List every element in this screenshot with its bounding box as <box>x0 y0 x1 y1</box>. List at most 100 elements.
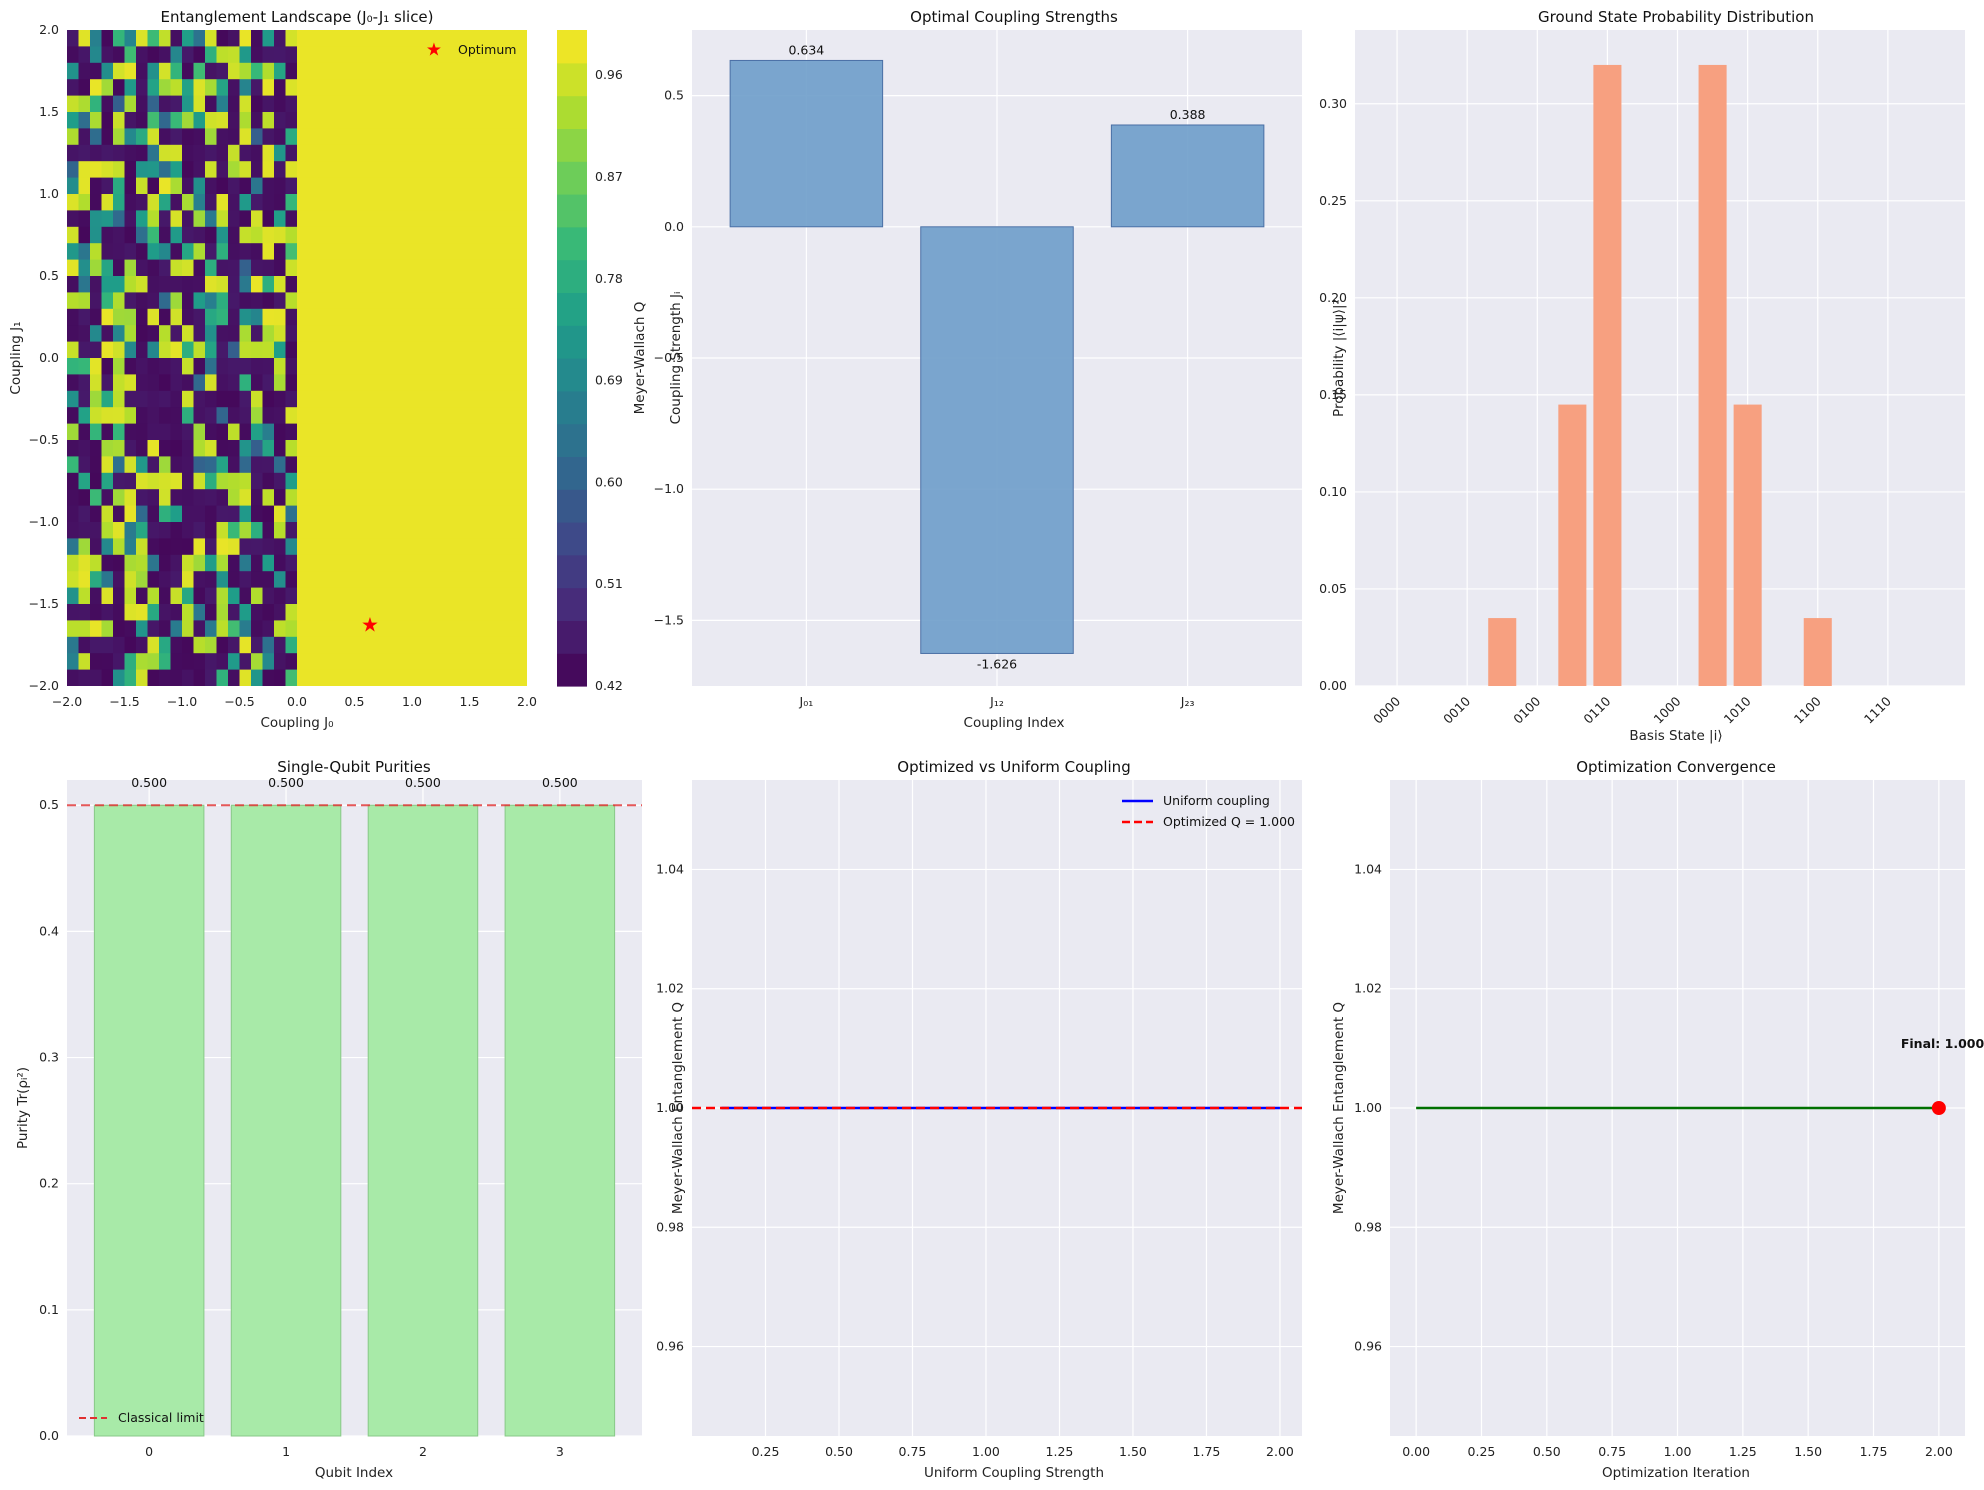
heatmap-cell <box>170 423 183 441</box>
heatmap-cell <box>320 358 333 375</box>
heatmap-cell <box>205 210 218 228</box>
heatmap-cell <box>136 587 149 605</box>
heatmap-cell <box>320 554 333 572</box>
heatmap-cell <box>343 177 356 195</box>
landscape-x-ticks: −2.0 −1.5 −1.0 −0.5 0.0 0.5 1.0 1.5 2.0 <box>52 694 537 709</box>
heatmap-cell <box>492 177 505 195</box>
heatmap-cell <box>492 128 505 146</box>
heatmap-cell <box>504 194 517 211</box>
heatmap-cell <box>136 571 149 589</box>
heatmap-cell <box>113 587 126 605</box>
heatmap-cell <box>297 571 310 589</box>
heatmap-cell <box>366 194 379 211</box>
heatmap-cell <box>446 30 459 47</box>
heatmap-cell <box>469 636 482 654</box>
probability-bar <box>1803 618 1832 686</box>
heatmap-cell <box>78 226 91 244</box>
heatmap-cell <box>124 522 137 539</box>
heatmap-cell <box>193 620 206 638</box>
heatmap-cell <box>481 390 494 408</box>
heatmap-cell <box>354 587 367 605</box>
heatmap-cell <box>377 177 390 195</box>
uniform-y-tick-label: 0.96 <box>656 1339 684 1354</box>
heatmap-cell <box>400 489 413 507</box>
heatmap-cell <box>228 144 241 162</box>
heatmap-cell <box>182 358 195 375</box>
heatmap-cell <box>262 554 275 572</box>
heatmap-cell <box>251 620 264 638</box>
heatmap-cell <box>389 226 402 244</box>
heatmap-cell <box>193 358 206 375</box>
heatmap-cell <box>124 440 137 457</box>
heatmap-cell <box>504 472 517 490</box>
heatmap-cell <box>78 161 91 179</box>
heatmap-cell <box>136 653 149 671</box>
heatmap-cell <box>170 472 183 490</box>
y-tick-label: −1.0 <box>29 514 59 529</box>
heatmap-cell <box>515 112 527 129</box>
heatmap-cell <box>481 423 494 441</box>
heatmap-cell <box>101 243 114 261</box>
heatmap-cell <box>423 472 436 490</box>
heatmap-cell <box>389 128 402 146</box>
heatmap-cell <box>469 161 482 179</box>
heatmap-cell <box>285 407 298 425</box>
heatmap-cell <box>159 390 172 408</box>
heatmap-cell <box>515 358 527 375</box>
heatmap-cell <box>423 243 436 261</box>
heatmap-cell <box>297 30 310 47</box>
heatmap-cell <box>228 341 241 359</box>
heatmap-cell <box>124 587 137 605</box>
heatmap-cell <box>492 30 505 47</box>
heatmap-cell <box>435 177 448 195</box>
ground-state-bars <box>1488 64 1832 686</box>
heatmap-cell <box>228 620 241 638</box>
heatmap-cell <box>285 243 298 261</box>
heatmap-cell <box>228 243 241 261</box>
heatmap-cell <box>124 194 137 211</box>
heatmap-cell <box>377 423 390 441</box>
heatmap-cell <box>147 653 160 671</box>
heatmap-cell <box>331 390 344 408</box>
heatmap-cell <box>147 538 160 556</box>
heatmap-cell <box>423 522 436 539</box>
heatmap-cell <box>159 243 172 261</box>
heatmap-cell <box>193 472 206 490</box>
heatmap-cell <box>159 653 172 671</box>
heatmap-cell <box>469 194 482 211</box>
heatmap-cell <box>469 177 482 195</box>
heatmap-cell <box>78 374 91 392</box>
heatmap-cell <box>113 374 126 392</box>
heatmap-cell <box>205 604 218 621</box>
heatmap-cell <box>297 505 310 523</box>
heatmap-cell <box>400 341 413 359</box>
heatmap-cell <box>435 210 448 228</box>
heatmap-cell <box>274 62 287 80</box>
heatmap-cell <box>308 161 321 179</box>
purity-bar <box>367 804 479 1437</box>
heatmap-cell <box>285 161 298 179</box>
heatmap-cell <box>193 407 206 425</box>
probability-bar <box>1733 404 1762 686</box>
heatmap-cell <box>320 374 333 392</box>
final-point-marker <box>1931 1101 1946 1115</box>
heatmap-cell <box>389 194 402 211</box>
heatmap-cell <box>423 571 436 589</box>
heatmap-cell <box>147 308 160 326</box>
heatmap-cell <box>481 128 494 146</box>
heatmap-cell <box>343 292 356 310</box>
heatmap-cell <box>412 522 425 539</box>
heatmap-cell <box>469 210 482 228</box>
heatmap-cell <box>124 144 137 162</box>
heatmap-cell <box>446 210 459 228</box>
heatmap-cell <box>193 62 206 80</box>
heatmap-cell <box>216 587 229 605</box>
heatmap-cell <box>239 554 252 572</box>
heatmap-cell <box>182 177 195 195</box>
heatmap-cell <box>205 522 218 539</box>
heatmap-cell <box>469 62 482 80</box>
heatmap-cell <box>297 112 310 129</box>
heatmap-cell <box>147 620 160 638</box>
heatmap-cell <box>159 259 172 277</box>
heatmap-cell <box>366 112 379 129</box>
